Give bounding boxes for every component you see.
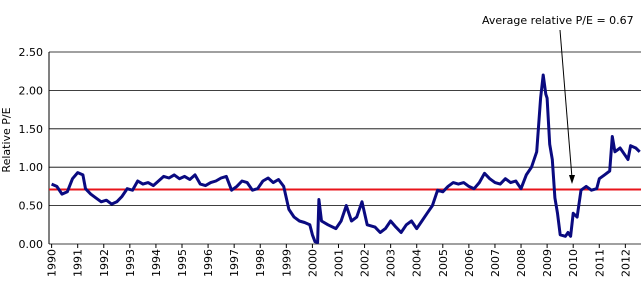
x-tick-label: 1996 — [202, 249, 215, 277]
x-tick-label: 1993 — [124, 249, 137, 277]
x-tick-label: 2002 — [359, 249, 372, 277]
y-tick-label: 1.00 — [19, 161, 44, 174]
line — [50, 73, 641, 244]
x-tick-label: 2008 — [515, 249, 528, 277]
y-tick-label: 2.50 — [19, 46, 44, 59]
x-tick-label: 1995 — [176, 249, 189, 277]
x-tick-label: 1997 — [228, 249, 241, 277]
x-tick-label: 1999 — [280, 249, 293, 277]
x-tick-label: 2012 — [619, 249, 632, 277]
x-tick-label: 1992 — [98, 249, 111, 277]
annotation-arrow — [559, 29, 573, 179]
y-tick-label: 0.00 — [19, 238, 44, 251]
x-tick-label: 2011 — [593, 249, 606, 277]
x-tick-label: 2004 — [411, 249, 424, 277]
annotation-arrowhead — [569, 175, 575, 184]
x-tick-label: 1998 — [254, 249, 267, 277]
x-tick-label: 2006 — [463, 249, 476, 277]
annotation: Average relative P/E = 0.67 — [482, 14, 634, 27]
x-tick-label: 2000 — [306, 249, 319, 277]
y-axis-title: Relative P/E — [0, 107, 13, 172]
y-tick-label: 2.00 — [19, 84, 44, 97]
x-tick-label: 2001 — [332, 249, 345, 277]
x-tick-label: 1994 — [150, 249, 163, 277]
y-tick-label: 1.50 — [19, 123, 44, 136]
x-tick-label: 1991 — [72, 249, 85, 277]
x-tick-label: 1990 — [46, 249, 59, 277]
x-tick-label: 2009 — [541, 249, 554, 277]
x-tick-label: 2003 — [385, 249, 398, 277]
y-tick-label: 0.50 — [19, 200, 44, 213]
x-tick-label: 2010 — [567, 249, 580, 277]
x-tick-label: 2007 — [489, 249, 502, 277]
x-tick-label: 2005 — [437, 249, 450, 277]
